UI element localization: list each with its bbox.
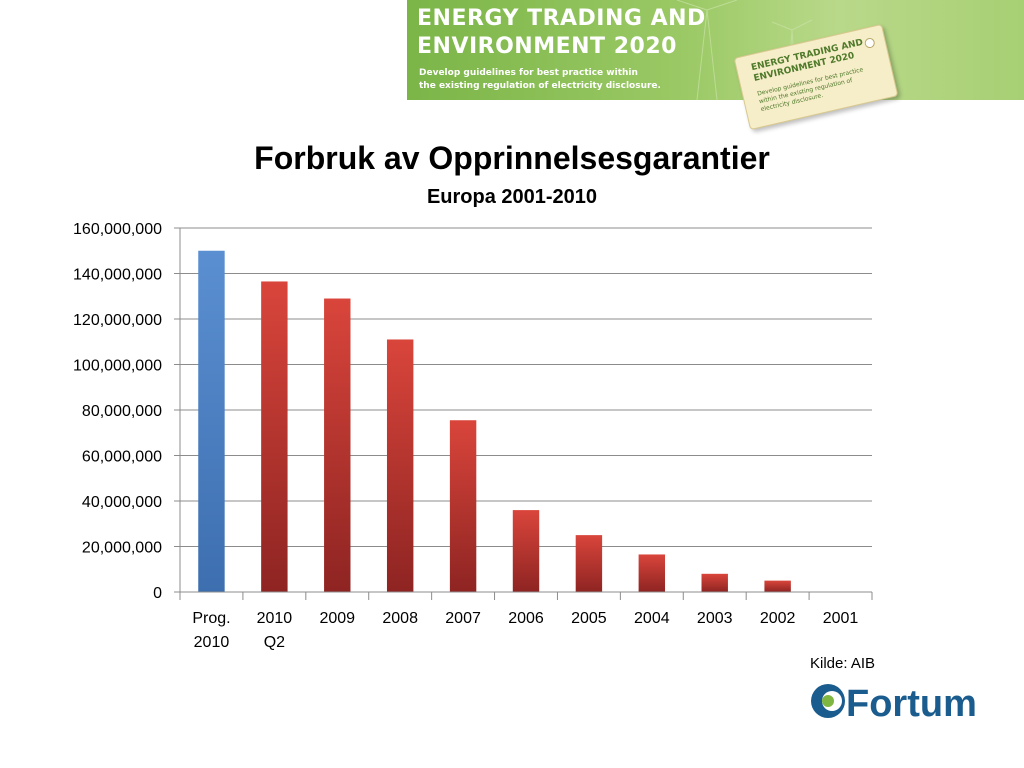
bar [512, 510, 540, 592]
banner-subtitle-line2: the existing regulation of electricity d… [419, 81, 661, 91]
y-tick-label: 100,000,000 [73, 358, 162, 375]
y-tick-label: 20,000,000 [82, 540, 162, 557]
x-tick-label: 2003 [697, 610, 733, 627]
bar [764, 580, 791, 592]
y-tick-label: 60,000,000 [82, 449, 162, 466]
y-tick-label: 80,000,000 [82, 403, 162, 420]
y-tick-label: 120,000,000 [73, 312, 162, 329]
bar [386, 339, 414, 592]
axes [179, 228, 872, 593]
x-tick-label: 2001 [823, 610, 859, 627]
bar [575, 535, 603, 592]
bar [638, 554, 666, 592]
y-tick-label: 140,000,000 [73, 267, 162, 284]
bar [324, 298, 351, 592]
x-tick-label: 2005 [571, 610, 607, 627]
y-tick-label: 40,000,000 [82, 494, 162, 511]
bar [261, 281, 288, 592]
banner-title-line2: ENVIRONMENT 2020 [417, 34, 677, 59]
x-tick-label: 2010 [194, 634, 230, 651]
x-tick-label: 2009 [319, 610, 355, 627]
bar [449, 420, 477, 592]
y-tick-label: 160,000,000 [73, 221, 162, 238]
y-tick-label: 0 [153, 585, 162, 602]
bars [198, 250, 791, 592]
x-tick-label: 2002 [760, 610, 796, 627]
banner-title-line1: ENERGY TRADING AND [417, 6, 706, 31]
x-tick-label: 2008 [382, 610, 418, 627]
x-tick-label: 2006 [508, 610, 544, 627]
x-tick-label: Q2 [264, 634, 285, 651]
fortum-logo: Fortum [811, 683, 977, 725]
header-banner: ENERGY TRADING AND ENVIRONMENT 2020 Deve… [407, 0, 1024, 100]
bar [198, 250, 225, 592]
source-label: Kilde: AIB [810, 655, 876, 672]
x-tick-label: 2004 [634, 610, 670, 627]
banner-subtitle-line1: Develop guidelines for best practice wit… [419, 68, 638, 78]
y-axis-tick-labels: 0 20,000,000 40,000,000 60,000,000 80,000,00… [73, 221, 180, 602]
fortum-wordmark: Fortum [846, 683, 977, 725]
x-tick-label: 2010 [257, 610, 293, 627]
chart-subtitle: Europa 2001-2010 [426, 186, 598, 208]
x-tick-label: 2007 [445, 610, 481, 627]
x-tick-label: Prog. [192, 610, 230, 627]
x-axis-tick-labels: Prog. 2010 2010 Q2 2009 2008 2007 2006 2005 2004 2… [179, 592, 873, 651]
chart-title: Forbruk av Opprinnelsesgarantier [254, 140, 770, 176]
bar [701, 573, 728, 592]
